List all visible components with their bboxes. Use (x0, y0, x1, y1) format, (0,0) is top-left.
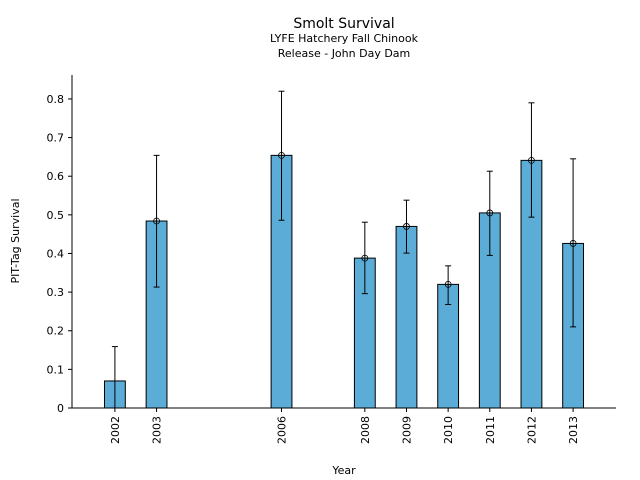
y-tick-label: 0.2 (47, 325, 65, 338)
y-tick-label: 0 (57, 402, 64, 415)
x-tick-label: 2009 (400, 416, 413, 444)
chart-title: Smolt Survival (293, 16, 394, 32)
x-tick-label: 2002 (109, 416, 122, 444)
x-tick-label: 2006 (276, 416, 289, 444)
error-bars-group (111, 90, 577, 408)
y-tick-label: 0.5 (47, 209, 65, 222)
y-tick-label: 0.8 (47, 93, 65, 106)
x-tick-label: 2011 (484, 416, 497, 444)
x-tick-label: 2012 (525, 416, 538, 444)
bar-2009 (395, 225, 418, 409)
y-tick-label: 0.3 (47, 286, 65, 299)
y-tick-label: 0.7 (47, 132, 65, 145)
y-tick-label: 0.6 (47, 170, 65, 183)
x-tick-label: 2010 (442, 416, 455, 444)
chart-subtitle-line-1: LYFE Hatchery Fall Chinook (270, 32, 419, 45)
y-axis-label: PIT-Tag Survival (9, 198, 22, 283)
bars-group (103, 154, 585, 409)
x-tick-label: 2003 (151, 416, 164, 444)
chart-subtitle-line-2: Release - John Day Dam (278, 47, 411, 60)
y-tick-label: 0.1 (47, 363, 65, 376)
y-tick-label: 0.4 (47, 247, 65, 260)
x-axis-label: Year (331, 464, 356, 477)
x-axis: 2002 2003 2006 2008 2009 2010 2011 2012 2013 (72, 407, 616, 444)
x-tick-label: 2013 (567, 416, 580, 444)
x-tick-label: 2008 (359, 416, 372, 444)
y-axis: 0 0.1 0.2 0.3 0.4 0.5 0.6 0.7 0.8 (47, 75, 73, 415)
